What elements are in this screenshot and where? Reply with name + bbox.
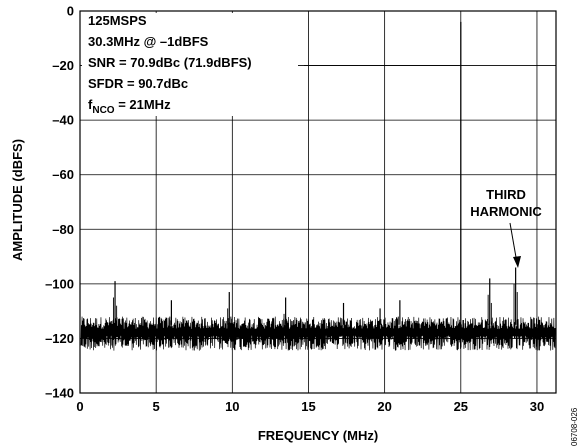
third-harmonic-arrowhead	[513, 256, 521, 268]
y-tick-label: 0	[67, 4, 74, 19]
annotation-line: SFDR = 90.7dBc	[88, 76, 188, 91]
y-axis-label: AMPLITUDE (dBFS)	[10, 139, 25, 261]
annotation-line: 125MSPS	[88, 13, 147, 28]
figure-id: 06708-026	[570, 407, 579, 446]
x-axis-label: FREQUENCY (MHz)	[258, 428, 378, 443]
noise-floor	[80, 316, 556, 351]
y-tick-label: –80	[52, 222, 74, 237]
x-tick-label: 5	[153, 399, 160, 414]
annotation-box	[82, 13, 304, 116]
x-tick-label: 10	[225, 399, 239, 414]
annotation-text: 125MSPS 30.3MHz @ –1dBFS SNR = 70.9dBc (71…	[88, 13, 460, 116]
annotation-line: fNCO = 21MHz	[88, 97, 171, 116]
x-tick-label: 20	[377, 399, 391, 414]
y-tick-label: –100	[45, 276, 74, 291]
third-harmonic-label: THIRD HARMONIC	[470, 187, 542, 268]
annotation-line: 30.3MHz @ –1dBFS	[88, 34, 209, 49]
annotation-line: SNR = 70.9dBc (71.9dBFS)	[88, 55, 252, 70]
y-tick-label: –120	[45, 331, 74, 346]
y-tick-label: –40	[52, 113, 74, 128]
x-tick-label: 0	[76, 399, 83, 414]
third-harmonic-label-line1: THIRD	[486, 187, 526, 202]
x-tick-labels: 0 5 10 15 20 25 30	[76, 399, 544, 414]
x-tick-label: 30	[530, 399, 544, 414]
y-tick-label: –140	[45, 386, 74, 401]
plot-frame	[79, 10, 557, 394]
x-tick-label: 15	[301, 399, 315, 414]
y-tick-label: –60	[52, 167, 74, 182]
y-tick-labels: 0 –20 –40 –60 –80 –100 –120 –140	[45, 4, 74, 401]
noise-trace	[80, 316, 556, 351]
third-harmonic-label-line2: HARMONIC	[470, 204, 542, 219]
spur-lines	[112, 21, 518, 333]
x-tick-label: 25	[454, 399, 468, 414]
y-tick-label: –20	[52, 58, 74, 73]
third-harmonic-arrow	[509, 222, 518, 264]
